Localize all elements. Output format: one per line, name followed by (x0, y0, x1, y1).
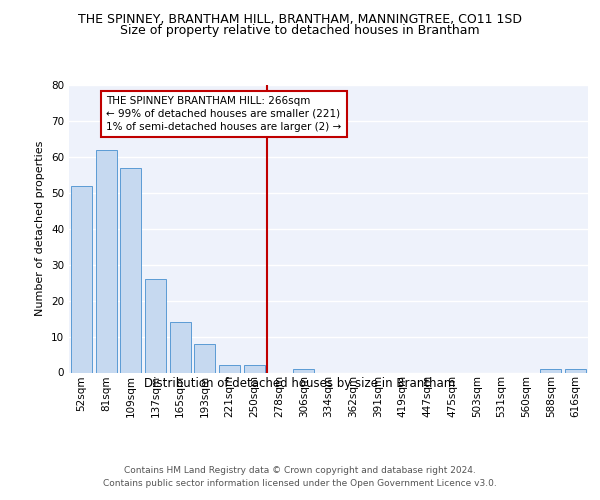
Bar (219, 366, 240, 372)
Bar (244, 366, 265, 372)
Text: THE SPINNEY BRANTHAM HILL: 266sqm
← 99% of detached houses are smaller (221)
1% : THE SPINNEY BRANTHAM HILL: 266sqm ← 99% … (106, 96, 341, 132)
Bar (95, 150, 116, 372)
Bar (541, 369, 562, 372)
Text: Distribution of detached houses by size in Brantham: Distribution of detached houses by size … (145, 378, 455, 390)
Bar (145, 279, 166, 372)
Bar (293, 369, 314, 372)
Text: THE SPINNEY, BRANTHAM HILL, BRANTHAM, MANNINGTREE, CO11 1SD: THE SPINNEY, BRANTHAM HILL, BRANTHAM, MA… (78, 12, 522, 26)
Bar (71, 186, 92, 372)
Text: Size of property relative to detached houses in Brantham: Size of property relative to detached ho… (120, 24, 480, 37)
Bar (565, 369, 586, 372)
Text: Contains HM Land Registry data © Crown copyright and database right 2024.
Contai: Contains HM Land Registry data © Crown c… (103, 466, 497, 487)
Bar (120, 168, 141, 372)
Y-axis label: Number of detached properties: Number of detached properties (35, 141, 46, 316)
Bar (194, 344, 215, 372)
Bar (170, 322, 191, 372)
